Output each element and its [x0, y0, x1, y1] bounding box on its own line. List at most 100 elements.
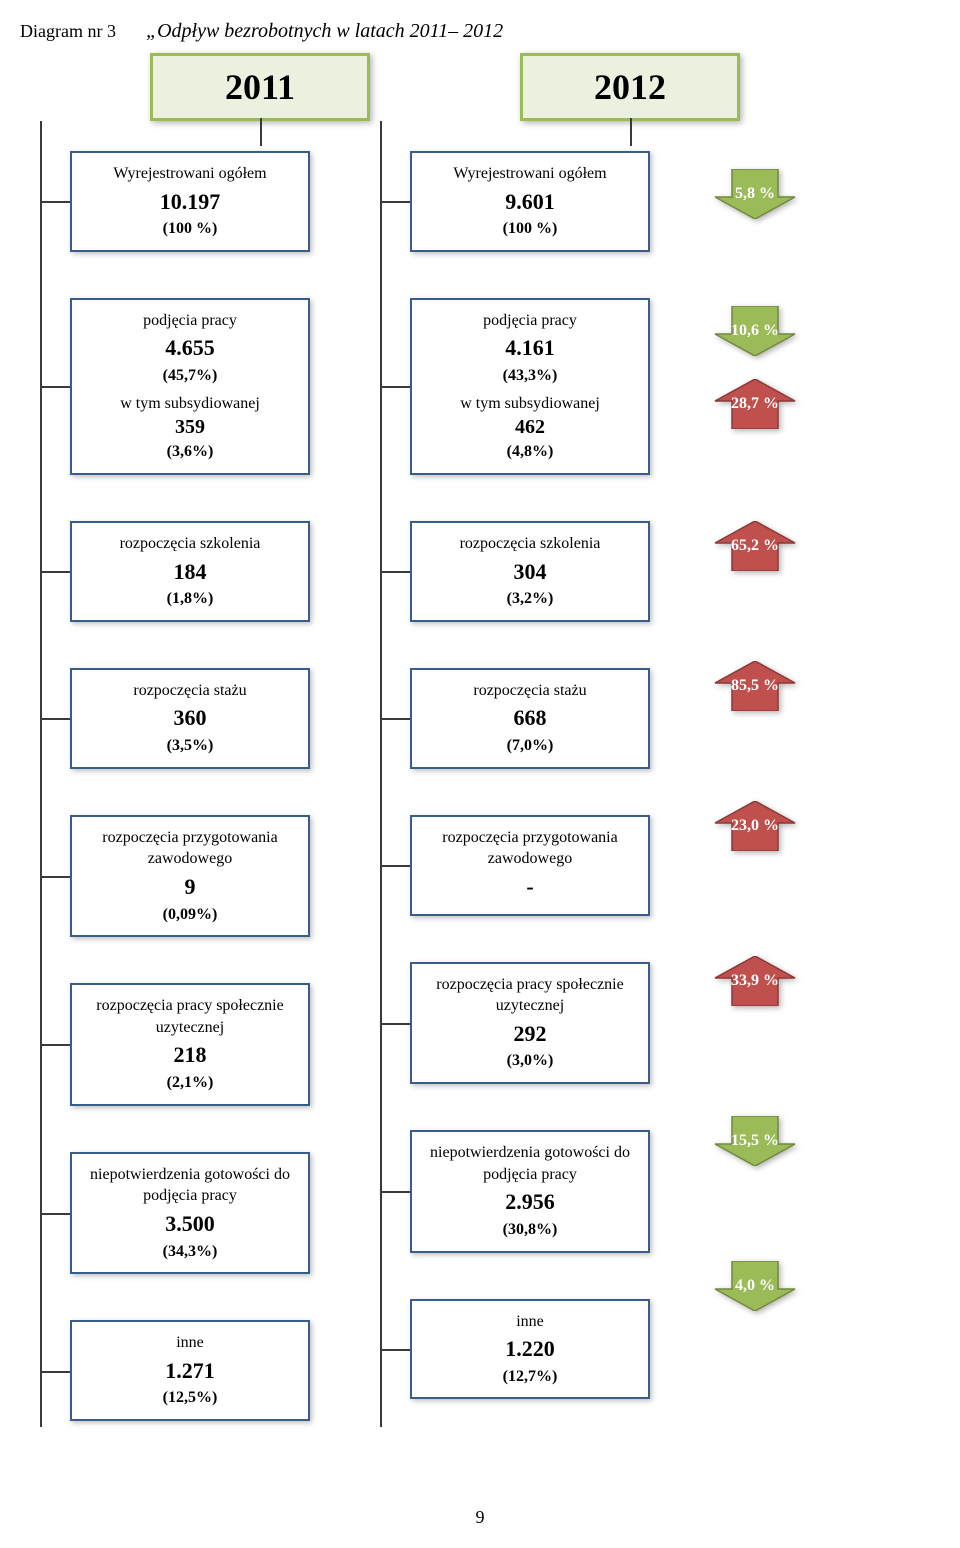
- connector-line: [40, 1371, 70, 1373]
- node-title: inne: [420, 1311, 640, 1333]
- node-pct: (34,3%): [80, 1241, 300, 1263]
- node-wrap: rozpoczęcia szkolenia 184 (1,8%): [20, 521, 320, 622]
- node-value: 184: [80, 557, 300, 587]
- node-wrap: Wyrejestrowani ogółem 9.601 (100 %): [360, 151, 660, 252]
- node-title: rozpoczęcia pracy społecznie uzytecznej: [80, 995, 300, 1038]
- indicator-label: 85,5 %: [731, 677, 779, 695]
- node-noconfirm-2011: niepotwierdzenia gotowości do podjęcia p…: [70, 1152, 310, 1274]
- column-2011: Wyrejestrowani ogółem 10.197 (100 %) pod…: [20, 151, 320, 1467]
- node-title: rozpoczęcia szkolenia: [80, 533, 300, 555]
- node-sub-title: w tym subsydiowanej: [80, 393, 300, 415]
- connector-line: [380, 201, 410, 203]
- indicator-label: 23,0 %: [731, 817, 779, 835]
- node-title: rozpoczęcia pracy społecznie uzytecznej: [420, 974, 640, 1017]
- node-title: inne: [80, 1332, 300, 1354]
- node-wrap: podjęcia pracy 4.655 (45,7%) w tym subsy…: [20, 298, 320, 475]
- node-noconfirm-2012: niepotwierdzenia gotowości do podjęcia p…: [410, 1130, 650, 1252]
- connector-line: [380, 718, 410, 720]
- node-value: 1.271: [80, 1356, 300, 1386]
- indicator-column: 5,8 %10,6 %28,7 %65,2 %85,5 %23,0 %33,9 …: [700, 151, 900, 1467]
- node-title: podjęcia pracy: [420, 310, 640, 332]
- node-employment-2011: podjęcia pracy 4.655 (45,7%) w tym subsy…: [70, 298, 310, 475]
- node-value: 9: [80, 872, 300, 902]
- node-pct: (7,0%): [420, 735, 640, 757]
- node-value: 9.601: [420, 187, 640, 217]
- node-wrap: niepotwierdzenia gotowości do podjęcia p…: [360, 1130, 660, 1252]
- indicator-label: 65,2 %: [731, 537, 779, 555]
- connector-line: [630, 118, 632, 146]
- node-title: rozpoczęcia stażu: [80, 680, 300, 702]
- node-sub-value: 462: [420, 414, 640, 441]
- node-wrap: inne 1.271 (12,5%): [20, 1320, 320, 1421]
- node-value: -: [420, 872, 640, 902]
- node-wrap: rozpoczęcia pracy społecznie uzytecznej …: [20, 983, 320, 1105]
- arrow-down-icon: 10,6 %: [700, 306, 810, 356]
- node-value: 3.500: [80, 1209, 300, 1239]
- node-value: 2.956: [420, 1187, 640, 1217]
- node-employment-2012: podjęcia pracy 4.161 (43,3%) w tym subsy…: [410, 298, 650, 475]
- connector-line: [380, 571, 410, 573]
- node-training-2011: rozpoczęcia szkolenia 184 (1,8%): [70, 521, 310, 622]
- node-pct: (43,3%): [420, 365, 640, 387]
- node-sub-pct: (4,8%): [420, 441, 640, 463]
- node-value: 1.220: [420, 1334, 640, 1364]
- year-2011-box: 2011: [150, 53, 370, 121]
- year-2012-box: 2012: [520, 53, 740, 121]
- node-title: rozpoczęcia stażu: [420, 680, 640, 702]
- node-value: 4.655: [80, 333, 300, 363]
- node-title: niepotwierdzenia gotowości do podjęcia p…: [420, 1142, 640, 1185]
- node-value: 304: [420, 557, 640, 587]
- indicator-label: 33,9 %: [731, 972, 779, 990]
- node-value: 4.161: [420, 333, 640, 363]
- node-title: Wyrejestrowani ogółem: [80, 163, 300, 185]
- node-value: 10.197: [80, 187, 300, 217]
- arrow-down-icon: 4,0 %: [700, 1261, 810, 1311]
- node-vocational-2011: rozpoczęcia przygotowania zawodowego 9 (…: [70, 815, 310, 937]
- node-title: podjęcia pracy: [80, 310, 300, 332]
- arrow-up-icon: 33,9 %: [700, 956, 810, 1006]
- node-wrap: rozpoczęcia stażu 360 (3,5%): [20, 668, 320, 769]
- connector-line: [380, 865, 410, 867]
- node-total-2012: Wyrejestrowani ogółem 9.601 (100 %): [410, 151, 650, 252]
- arrow-up-icon: 85,5 %: [700, 661, 810, 711]
- node-wrap: rozpoczęcia przygotowania zawodowego 9 (…: [20, 815, 320, 937]
- node-pct: (1,8%): [80, 588, 300, 610]
- node-pct: (100 %): [80, 218, 300, 240]
- node-vocational-2012: rozpoczęcia przygotowania zawodowego -: [410, 815, 650, 916]
- node-internship-2012: rozpoczęcia stażu 668 (7,0%): [410, 668, 650, 769]
- connector-line: [40, 718, 70, 720]
- node-pct: (2,1%): [80, 1072, 300, 1094]
- connector-line: [40, 876, 70, 878]
- node-wrap: rozpoczęcia szkolenia 304 (3,2%): [360, 521, 660, 622]
- node-wrap: rozpoczęcia stażu 668 (7,0%): [360, 668, 660, 769]
- node-title: niepotwierdzenia gotowości do podjęcia p…: [80, 1164, 300, 1207]
- diagram-title: „Odpływ bezrobotnych w latach 2011– 2012: [146, 20, 503, 43]
- node-wrap: Wyrejestrowani ogółem 10.197 (100 %): [20, 151, 320, 252]
- node-other-2011: inne 1.271 (12,5%): [70, 1320, 310, 1421]
- connector-line: [260, 118, 262, 146]
- arrow-down-icon: 5,8 %: [700, 169, 810, 219]
- connector-line: [380, 1349, 410, 1351]
- node-pct: (3,5%): [80, 735, 300, 757]
- node-sub-value: 359: [80, 414, 300, 441]
- node-value: 668: [420, 703, 640, 733]
- node-total-2011: Wyrejestrowani ogółem 10.197 (100 %): [70, 151, 310, 252]
- arrow-up-icon: 65,2 %: [700, 521, 810, 571]
- node-social-work-2011: rozpoczęcia pracy społecznie uzytecznej …: [70, 983, 310, 1105]
- node-wrap: niepotwierdzenia gotowości do podjęcia p…: [20, 1152, 320, 1274]
- connector-line: [40, 386, 70, 388]
- arrow-down-icon: 15,5 %: [700, 1116, 810, 1166]
- node-training-2012: rozpoczęcia szkolenia 304 (3,2%): [410, 521, 650, 622]
- node-title: rozpoczęcia przygotowania zawodowego: [80, 827, 300, 870]
- node-social-work-2012: rozpoczęcia pracy społecznie uzytecznej …: [410, 962, 650, 1084]
- indicator-label: 15,5 %: [731, 1132, 779, 1150]
- connector-line: [40, 1213, 70, 1215]
- indicator-label: 4,0 %: [735, 1277, 775, 1295]
- header: Diagram nr 3 „Odpływ bezrobotnych w lata…: [20, 20, 940, 43]
- node-title: rozpoczęcia szkolenia: [420, 533, 640, 555]
- node-wrap: inne 1.220 (12,7%): [360, 1299, 660, 1400]
- node-sub-title: w tym subsydiowanej: [420, 393, 640, 415]
- node-pct: (100 %): [420, 218, 640, 240]
- connector-line: [380, 1023, 410, 1025]
- arrow-up-icon: 23,0 %: [700, 801, 810, 851]
